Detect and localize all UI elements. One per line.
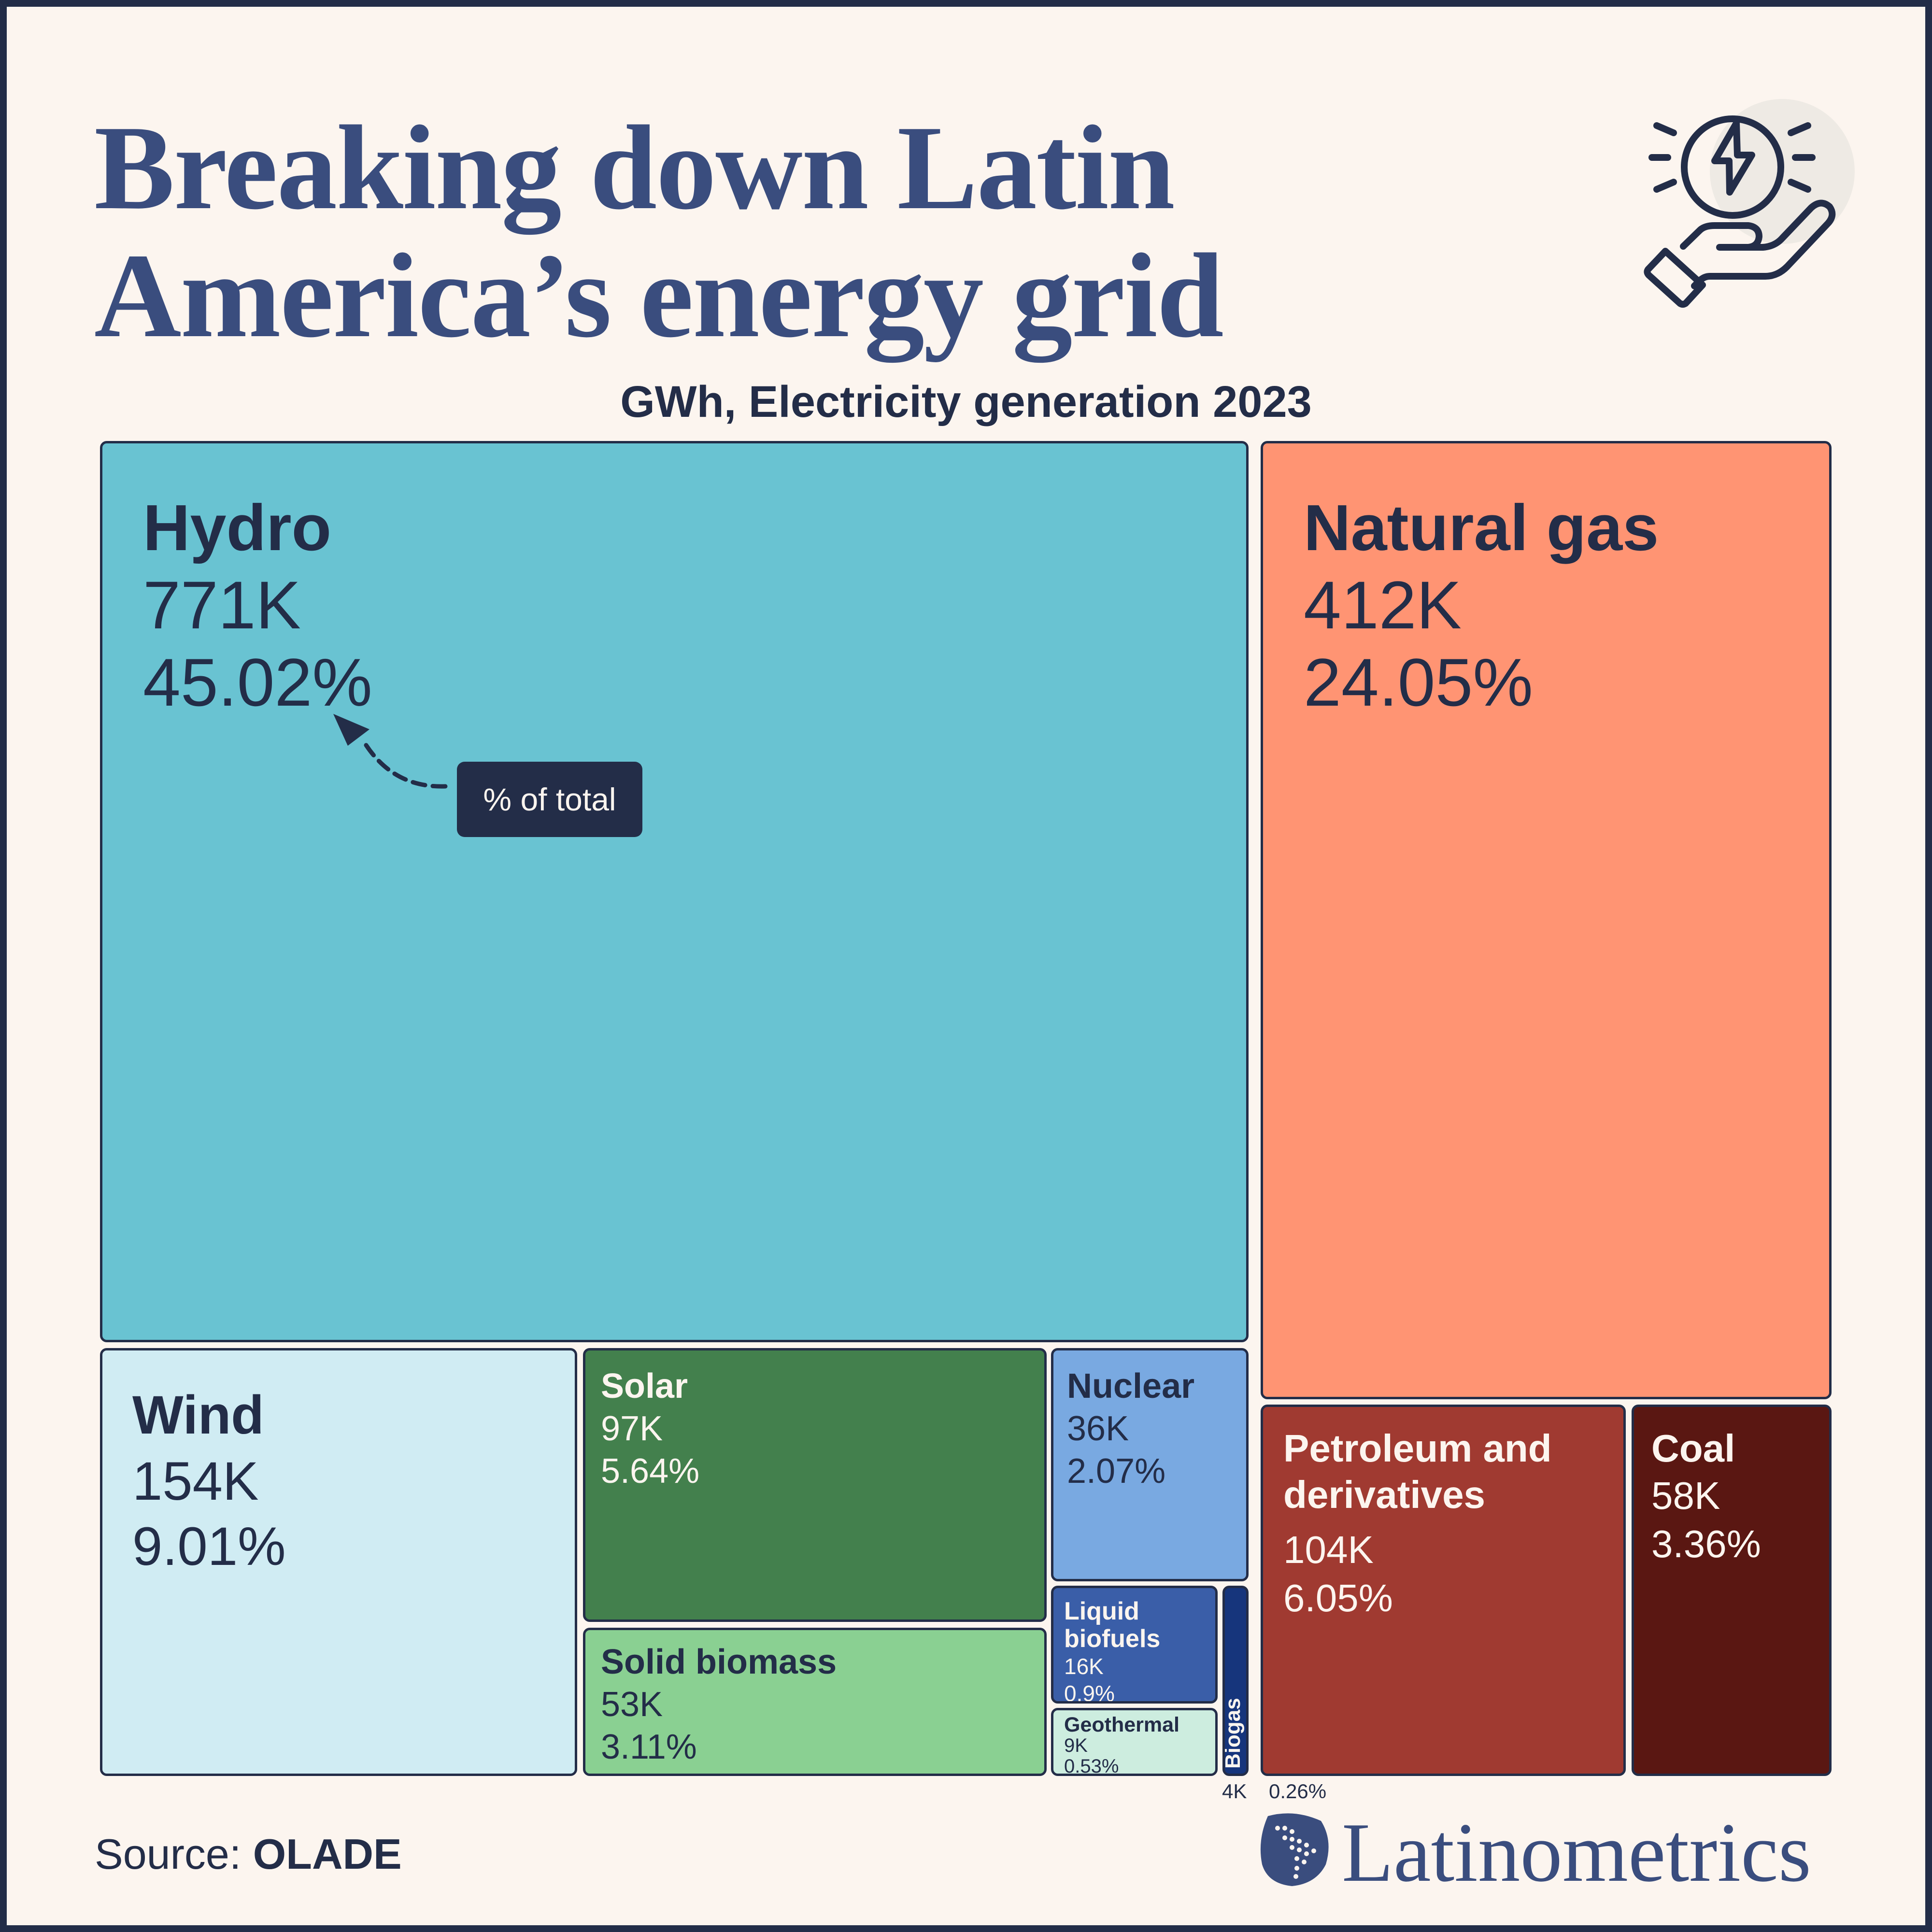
cell-percent: 3.36% (1651, 1522, 1761, 1565)
cell-value: 154K (132, 1451, 259, 1511)
cell-name-line-2: biofuels (1064, 1625, 1161, 1653)
cell-value: 97K (601, 1409, 663, 1448)
treemap-cell-petroleum: Petroleum and derivatives 104K 6.05% (1261, 1405, 1626, 1776)
cell-value: 36K (1067, 1409, 1129, 1448)
cell-name: Hydro (143, 491, 332, 564)
annotation-percent-of-total: % of total (457, 762, 642, 837)
cell-percent: 0.53% (1064, 1756, 1119, 1776)
cell-value: 412K (1304, 567, 1462, 643)
cell-value: 58K (1651, 1474, 1720, 1517)
cell-name: Solid biomass (601, 1643, 837, 1681)
cell-value: 16K (1064, 1654, 1104, 1679)
title-line-1: Breaking down Latin (94, 101, 1175, 235)
chart-subtitle: GWh, Electricity generation 2023 (620, 377, 1312, 426)
treemap-cell-coal: Coal 58K 3.36% (1632, 1405, 1832, 1776)
source-label: Source: (95, 1830, 242, 1878)
cell-percent: 3.11% (601, 1728, 697, 1766)
cell-value: 9K (1064, 1735, 1088, 1756)
cell-percent: 2.07% (1067, 1452, 1166, 1491)
treemap-cell-solar: Solar 97K 5.64% (583, 1348, 1047, 1622)
treemap-cell-liquid-biofuels: Liquid biofuels 16K 0.9% (1051, 1586, 1218, 1704)
cell-percent: 24.05% (1304, 644, 1533, 720)
biogas-percent: 0.26% (1269, 1780, 1327, 1803)
treemap-cell-natural-gas: Natural gas 412K 24.05% (1261, 441, 1832, 1399)
cell-name: Wind (132, 1385, 264, 1445)
annotation-arrow-icon (333, 714, 448, 789)
source-value: OLADE (253, 1830, 402, 1878)
cell-value: 104K (1283, 1528, 1374, 1571)
cell-name: Biogas (1222, 1698, 1245, 1769)
cell-value: 771K (143, 567, 301, 643)
hand-holding-energy-icon (1644, 99, 1855, 308)
cell-percent: 5.64% (601, 1452, 700, 1491)
cell-name: Natural gas (1304, 491, 1659, 564)
title-line-2: America’s energy grid (94, 229, 1224, 363)
cell-percent: 45.02% (143, 644, 372, 720)
treemap-cell-solid-biomass: Solid biomass 53K 3.11% (583, 1628, 1047, 1776)
cell-name: Coal (1651, 1427, 1735, 1470)
latinometrics-logo-icon (1260, 1813, 1329, 1886)
cell-percent: 9.01% (132, 1516, 286, 1577)
page-title: Breaking down Latin America’s energy gri… (94, 101, 1224, 363)
cell-name-line-1: Liquid (1064, 1597, 1139, 1625)
treemap-cell-geothermal: Geothermal 9K 0.53% (1051, 1708, 1218, 1776)
cell-percent: 0.9% (1064, 1681, 1115, 1704)
cell-name: Nuclear (1067, 1367, 1195, 1406)
cell-name-line-1: Petroleum and (1283, 1427, 1552, 1470)
cell-value: 53K (601, 1685, 663, 1724)
cell-name: Geothermal (1064, 1713, 1179, 1736)
biogas-value: 4K (1222, 1780, 1247, 1803)
treemap-cell-wind: Wind 154K 9.01% (100, 1348, 577, 1776)
treemap-cell-hydro: Hydro 771K 45.02% (100, 441, 1249, 1342)
treemap-cell-biogas: Biogas (1222, 1586, 1249, 1776)
treemap-cell-nuclear: Nuclear 36K 2.07% (1051, 1348, 1249, 1581)
brand-wordmark: Latinometrics (1342, 1805, 1811, 1899)
cell-name-line-2: derivatives (1283, 1473, 1486, 1516)
cell-name: Solar (601, 1367, 688, 1406)
source-note: Source: OLADE (95, 1830, 402, 1879)
cell-percent: 6.05% (1283, 1577, 1393, 1619)
